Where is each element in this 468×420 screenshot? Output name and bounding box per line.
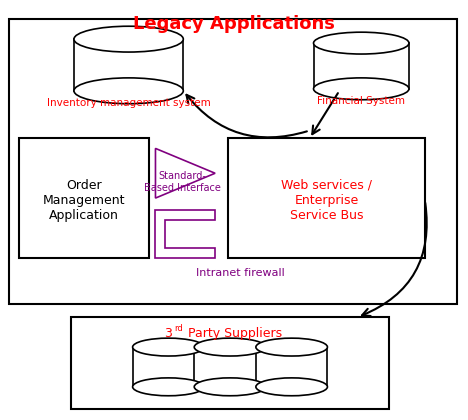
Polygon shape	[155, 148, 215, 198]
Polygon shape	[194, 347, 266, 387]
Text: rd: rd	[175, 324, 183, 333]
Text: Party Suppliers: Party Suppliers	[184, 327, 282, 340]
Polygon shape	[256, 347, 328, 387]
Polygon shape	[132, 347, 204, 387]
Text: 3: 3	[164, 327, 172, 340]
Polygon shape	[155, 210, 215, 258]
Bar	[9, 19, 457, 304]
Bar	[71, 317, 389, 409]
Text: Financial System: Financial System	[317, 96, 405, 106]
Polygon shape	[74, 39, 183, 91]
Ellipse shape	[256, 338, 328, 356]
Text: Inventory management system: Inventory management system	[47, 98, 211, 108]
Bar	[19, 139, 148, 258]
Ellipse shape	[132, 338, 204, 356]
Text: Legacy Applications: Legacy Applications	[133, 15, 335, 33]
Ellipse shape	[74, 78, 183, 104]
Ellipse shape	[194, 338, 266, 356]
Ellipse shape	[256, 378, 328, 396]
Polygon shape	[314, 43, 409, 89]
Text: Order
Management
Application: Order Management Application	[43, 178, 125, 222]
Ellipse shape	[314, 32, 409, 54]
Ellipse shape	[314, 78, 409, 100]
Text: Web services /
Enterprise
Service Bus: Web services / Enterprise Service Bus	[281, 178, 372, 222]
Ellipse shape	[74, 26, 183, 52]
Bar	[228, 139, 425, 258]
Text: Standard-
Based Interface: Standard- Based Interface	[144, 171, 221, 193]
Ellipse shape	[132, 378, 204, 396]
Text: Intranet firewall: Intranet firewall	[196, 268, 285, 278]
Ellipse shape	[194, 378, 266, 396]
